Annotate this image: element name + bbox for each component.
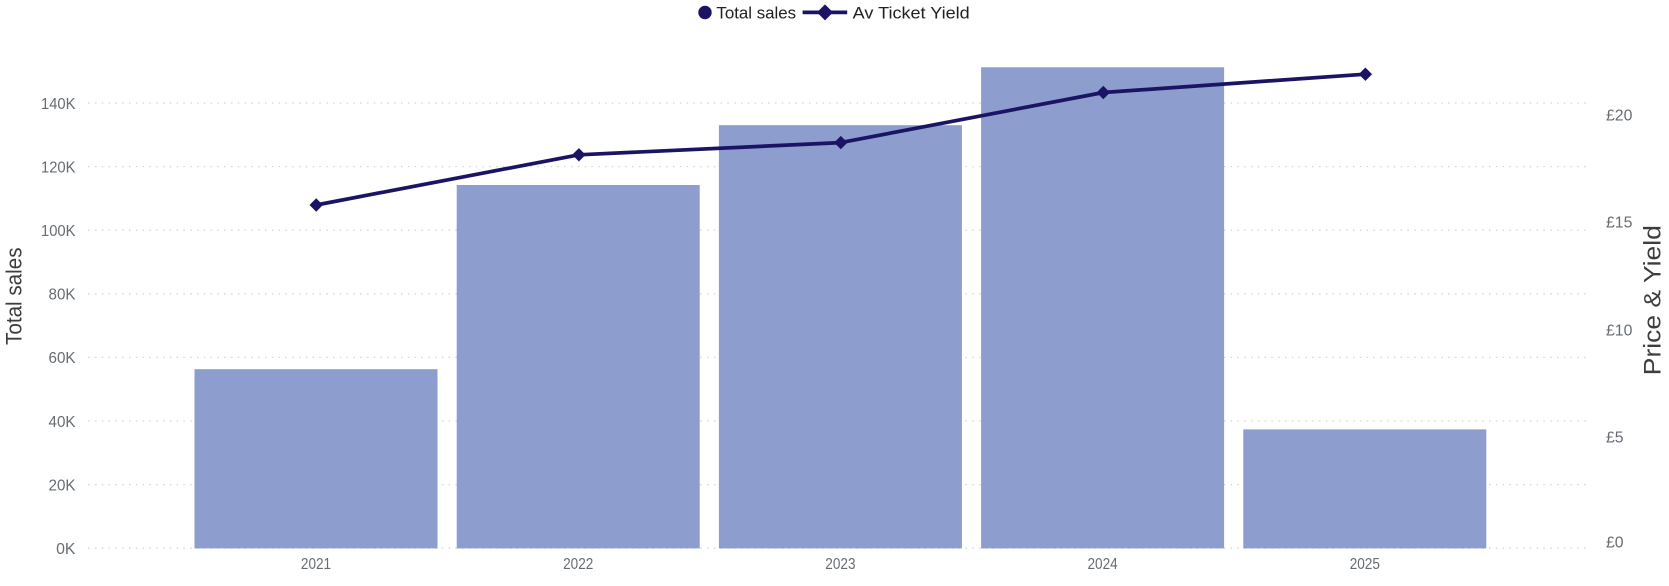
svg-text:Total sales: Total sales	[716, 4, 796, 23]
svg-text:£10: £10	[1606, 322, 1632, 339]
svg-text:80K: 80K	[49, 287, 76, 304]
svg-text:2025: 2025	[1350, 556, 1380, 573]
svg-text:£0: £0	[1606, 534, 1624, 551]
svg-text:2023: 2023	[825, 556, 855, 573]
svg-text:£15: £15	[1606, 214, 1632, 231]
svg-text:60K: 60K	[49, 350, 76, 367]
svg-text:2021: 2021	[301, 556, 331, 573]
svg-text:120K: 120K	[41, 159, 76, 176]
svg-text:Total sales: Total sales	[2, 247, 27, 345]
svg-text:2022: 2022	[563, 556, 593, 573]
svg-text:20K: 20K	[49, 477, 76, 494]
svg-text:100K: 100K	[41, 223, 76, 240]
svg-text:£5: £5	[1606, 429, 1624, 446]
svg-text:140K: 140K	[41, 96, 76, 113]
svg-text:0K: 0K	[56, 541, 76, 558]
svg-text:Price & Yield: Price & Yield	[1640, 225, 1667, 375]
svg-text:2024: 2024	[1088, 556, 1118, 573]
svg-text:Av Ticket Yield: Av Ticket Yield	[853, 4, 970, 23]
svg-text:£20: £20	[1606, 107, 1632, 124]
svg-text:40K: 40K	[49, 414, 76, 431]
